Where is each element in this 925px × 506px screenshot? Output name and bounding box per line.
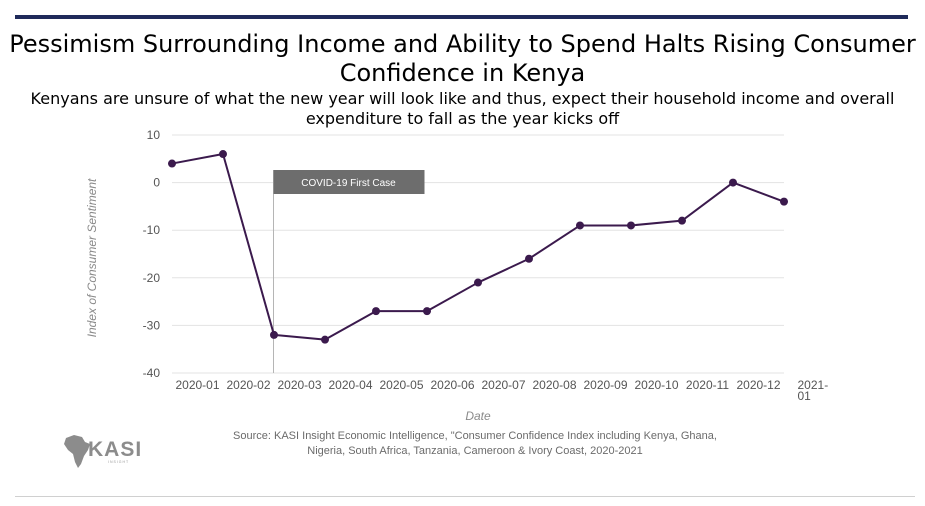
y-tick-label: -20 [143,271,161,285]
x-axis-ticks: 2020-01 2020-02 2020-03 2020-04 2020-05 2020-… [175,378,828,403]
x-tick-label: 2021-01 [798,378,829,403]
y-tick-label: 0 [153,176,160,190]
x-tick-label: 2020-06 [430,378,474,392]
x-tick-label: 2020-11 [686,378,729,392]
data-point-2020-06 [474,278,482,287]
data-point-2020-02 [270,330,278,339]
data-point-2020-08 [576,221,584,230]
x-tick-label: 2020-08 [532,378,576,392]
data-point-2020-01 [219,150,227,159]
y-tick-label: -10 [143,223,161,237]
x-tick-label: 2020-01 [175,378,219,392]
source-line-2: Nigeria, South Africa, Tanzania, Cameroo… [307,445,643,457]
x-tick-label: 2020-04 [328,378,372,392]
y-tick-label: -30 [143,318,161,332]
data-point-2020-12 [780,197,788,206]
annotation-label: COVID-19 First Case [301,178,396,189]
data-point-2020-05 [423,307,431,316]
page-subtitle: Kenyans are unsure of what the new year … [30,89,895,128]
x-tick-label: 2020-12 [736,378,780,392]
chart-grid [172,134,784,374]
chart-series [168,150,788,344]
data-point-2020-04 [372,307,380,316]
x-axis-title: Date [465,409,491,423]
data-point-2020-11 [729,178,737,187]
y-axis-ticks: 10 0 -10 -20 -30 -40 [143,128,161,380]
data-point-2020-09 [627,221,635,230]
x-tick-label: 2020-03 [277,378,321,392]
logo-subtext: INSIGHT [108,460,129,464]
data-point-2020-07 [525,254,533,263]
x-tick-label: 2020-09 [583,378,627,392]
page-title: Pessimism Surrounding Income and Ability… [9,30,916,87]
y-tick-label: -40 [143,366,161,380]
line-chart: 100-10-20-30-40 2020-01 2020-02 2020-03 202… [85,128,828,423]
source-line-1: Source: KASI Insight Economic Intelligen… [233,430,717,442]
x-tick-label: 2020-05 [379,378,423,392]
chart-annotations: COVID-19 First Case [273,170,425,373]
bottom-divider [15,496,915,497]
africa-map-icon [64,435,90,468]
source-note: Source: KASI Insight Economic Intelligen… [170,429,780,459]
kasi-logo: KASI INSIGHT [64,435,142,468]
x-tick-label: 2020-10 [634,378,678,392]
top-accent-bar [15,15,908,19]
logo-text: KASI [88,438,142,461]
data-point-2019-12 [168,159,176,168]
y-tick-label: 10 [147,128,161,142]
x-tick-label: 2020-07 [481,378,525,392]
annotation-box [273,170,425,194]
data-point-2020-03 [321,335,329,344]
y-axis-title: Index of Consumer Sentiment [85,178,99,337]
x-tick-label: 2020-02 [226,378,270,392]
series-line [171,153,785,341]
data-point-2020-10 [678,216,686,225]
